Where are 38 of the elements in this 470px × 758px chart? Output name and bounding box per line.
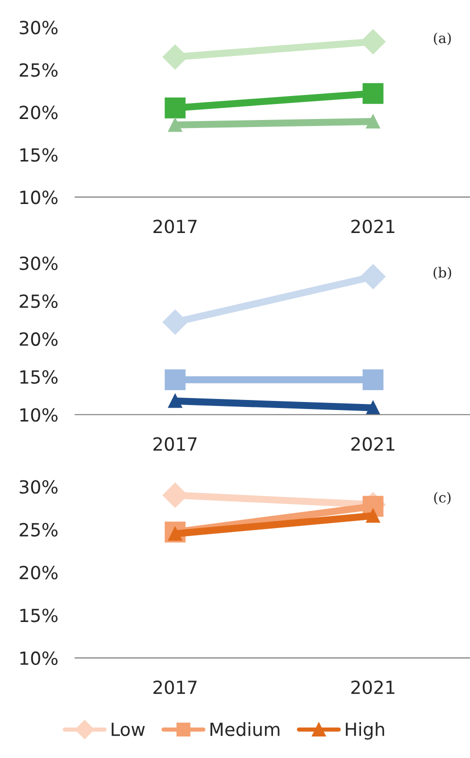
- x-tick-label: 2017: [153, 437, 197, 451]
- point: [164, 369, 186, 390]
- point: [362, 83, 384, 104]
- point: [164, 98, 186, 118]
- point: [366, 114, 380, 128]
- point: [360, 264, 386, 290]
- y-tick-label: 25%: [20, 63, 58, 77]
- annotation: (c): [434, 492, 451, 505]
- point: [366, 508, 380, 523]
- annotation: (b): [434, 266, 452, 280]
- point: [168, 118, 182, 132]
- point: [168, 394, 182, 408]
- x-tick-label: 2021: [351, 437, 394, 451]
- y-tick-label: 30%: [20, 256, 58, 270]
- y-tick-label: 15%: [20, 148, 58, 162]
- y-tick-label: 25%: [20, 522, 58, 537]
- y-tick-label: 20%: [20, 332, 58, 346]
- y-tick-label: 10%: [20, 408, 58, 422]
- legend-label: High: [346, 722, 384, 740]
- y-tick-label: 20%: [20, 106, 58, 120]
- y-tick-label: 20%: [20, 566, 58, 580]
- y-tick-label: 30%: [20, 20, 58, 34]
- legend-label: Low: [112, 722, 145, 736]
- y-tick-label: 30%: [20, 480, 58, 494]
- legend-label: Medium: [210, 722, 280, 736]
- x-tick-label: 2017: [153, 680, 197, 694]
- y-tick-label: 15%: [20, 608, 58, 622]
- point: [162, 310, 188, 335]
- x-tick-label: 2021: [351, 680, 394, 694]
- y-tick-label: 10%: [20, 651, 58, 666]
- x-tick-label: 2017: [153, 220, 197, 234]
- point: [366, 400, 380, 415]
- y-tick-label: 15%: [20, 370, 58, 384]
- x-tick-label: 2021: [351, 220, 394, 234]
- y-tick-label: 25%: [20, 294, 58, 308]
- y-tick-label: 10%: [20, 190, 58, 204]
- point: [362, 369, 384, 390]
- annotation: (a): [434, 32, 451, 46]
